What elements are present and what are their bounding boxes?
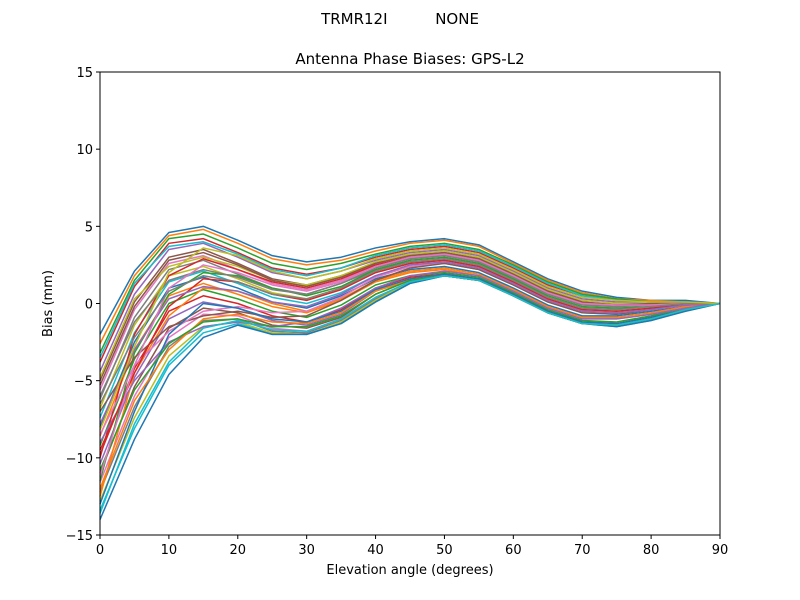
- series-line-3: [99, 233, 721, 354]
- series-line-37: [99, 253, 720, 477]
- series-line-35: [99, 261, 721, 425]
- series-line-26: [99, 262, 721, 412]
- y-tick-label: 0: [85, 298, 93, 313]
- series-line-25: [99, 270, 721, 443]
- y-tick-label: −5: [74, 375, 93, 390]
- series-line-39: [99, 247, 721, 431]
- series-line-31: [99, 273, 721, 505]
- series-line-29: [99, 250, 721, 378]
- y-tick-label: 5: [85, 220, 93, 235]
- y-tick-label: −15: [66, 529, 93, 544]
- x-tick-label: 30: [298, 543, 315, 558]
- series-line-38: [99, 257, 720, 405]
- x-tick-label: 70: [574, 543, 591, 558]
- y-tick-label: −10: [66, 452, 93, 467]
- x-tick-label: 10: [161, 543, 178, 558]
- x-tick-label: 20: [230, 543, 247, 558]
- series-layer: [99, 225, 721, 520]
- plot-frame: [99, 71, 721, 536]
- y-ticks: −15 −10 −5 0 5 10 15: [66, 66, 100, 544]
- x-tick-label: 0: [96, 543, 104, 558]
- y-axis-label: Bias (mm): [41, 270, 56, 337]
- series-line-23: [99, 256, 720, 482]
- x-tick-label: 40: [367, 543, 384, 558]
- series-line-5: [99, 242, 721, 372]
- series-line-22: [99, 267, 721, 497]
- series-line-11: [99, 265, 721, 428]
- series-line-40: [99, 274, 721, 514]
- y-tick-label: 15: [76, 66, 93, 81]
- series-line-1: [99, 225, 721, 335]
- x-ticks: 0 10 20 30 40 50 60 70 80 90: [96, 535, 728, 558]
- x-axis-label: Elevation angle (degrees): [326, 563, 493, 578]
- x-tick-label: 60: [505, 543, 522, 558]
- series-line-21: [99, 274, 721, 520]
- x-tick-label: 80: [643, 543, 660, 558]
- x-tick-label: 90: [712, 543, 729, 558]
- series-line-34: [99, 259, 721, 451]
- figure-suptitle: TRMR12I NONE: [320, 10, 479, 28]
- series-line-28: [99, 254, 720, 397]
- y-tick-label: 10: [76, 143, 93, 158]
- x-tick-label: 50: [436, 543, 453, 558]
- chart-title: Antenna Phase Biases: GPS-L2: [295, 50, 524, 68]
